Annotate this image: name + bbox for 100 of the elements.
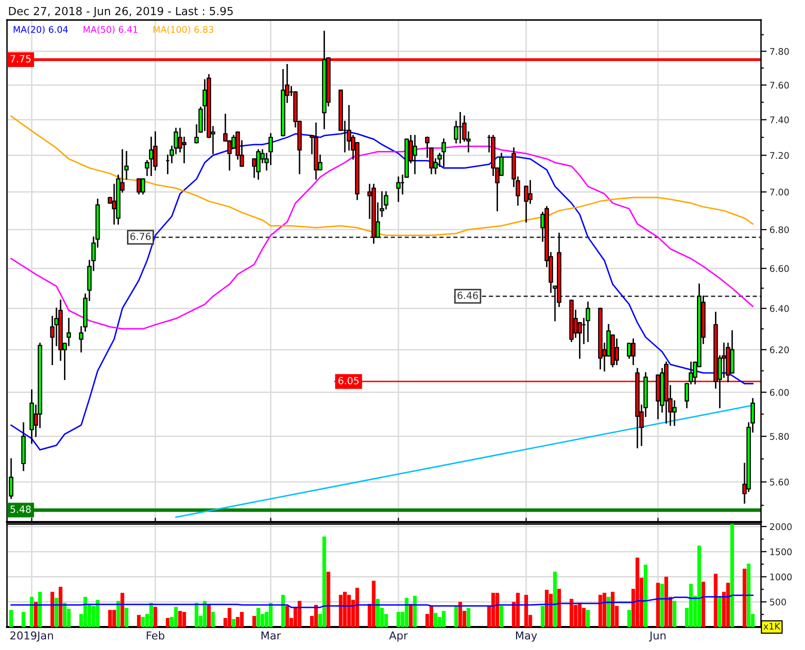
x-tick-label: Feb: [146, 631, 164, 640]
y-axis-title: x1K: [764, 622, 780, 630]
ref-line-label: 6.76: [130, 232, 151, 240]
bar: [54, 598, 58, 627]
bar: [442, 610, 446, 627]
x-tick-label: Apr: [389, 632, 408, 642]
candlestick: [268, 133, 273, 166]
bar: [586, 610, 590, 627]
chart-title: Dec 27, 2018 - Jun 26, 2019 - Last : 5.95: [9, 6, 233, 18]
bar: [228, 608, 232, 627]
bar: [544, 590, 549, 627]
bar: [347, 594, 351, 627]
bar: [22, 612, 26, 627]
bar: [664, 576, 668, 627]
bar: [338, 594, 343, 627]
y-tick-label: 1000: [770, 573, 792, 580]
candlestick: [672, 400, 677, 426]
bar: [120, 592, 124, 627]
bar: [372, 580, 376, 627]
y-tick-label: 6.60: [770, 265, 789, 272]
bar: [491, 592, 496, 627]
candlestick: [396, 176, 401, 202]
bar: [322, 536, 326, 627]
line-series: [10, 594, 754, 608]
candlestick: [412, 134, 418, 174]
x-tick-label: Jun: [648, 632, 666, 642]
x-tick-label: May: [516, 632, 538, 642]
text: MA(20) 6.04: [14, 26, 68, 34]
bar: [540, 606, 544, 627]
bar: [141, 616, 145, 627]
bar: [285, 606, 290, 627]
y-tick-label: 7.60: [770, 82, 789, 89]
ref-line-label: 6.46: [458, 292, 478, 300]
candlestick: [614, 338, 619, 366]
bar: [454, 606, 458, 627]
bar: [524, 594, 528, 627]
y-tick-label: 500: [770, 598, 786, 606]
y-tick-label: 6.80: [770, 226, 789, 234]
bar: [314, 604, 318, 627]
bar: [207, 604, 211, 627]
bar: [396, 612, 400, 627]
bar: [30, 596, 34, 627]
bar: [644, 564, 648, 627]
bar: [252, 616, 256, 627]
bar: [343, 592, 347, 627]
bar: [124, 608, 128, 627]
y-tick-label: 5.80: [770, 433, 789, 440]
bar: [610, 592, 615, 627]
candlestick: [182, 136, 186, 164]
bar: [672, 600, 676, 627]
bar: [240, 612, 244, 627]
candlestick: [586, 302, 590, 342]
y-tick-label: 7.40: [770, 116, 789, 124]
bar: [602, 592, 606, 627]
bar: [326, 572, 330, 627]
bar: [9, 610, 13, 627]
text: MA(100) 6.83: [154, 26, 214, 34]
bar: [495, 592, 500, 627]
line-series: [10, 131, 754, 451]
y-tick-label: 2000: [770, 523, 792, 530]
candlestick: [256, 149, 261, 180]
bar: [742, 568, 746, 627]
y-tick-label: 6.00: [770, 388, 789, 396]
y-tick-label: 5.60: [770, 478, 789, 486]
bar: [746, 564, 750, 627]
bar: [606, 596, 610, 627]
bar: [627, 610, 632, 627]
bar: [268, 602, 273, 627]
bar: [557, 588, 561, 627]
bar: [194, 602, 198, 627]
y-tick-label: 6.40: [770, 305, 789, 312]
bar: [636, 558, 640, 627]
bar: [38, 592, 42, 627]
bar: [178, 610, 182, 627]
bar: [58, 586, 62, 627]
bar: [153, 606, 158, 627]
y-tick-label: 7.80: [770, 48, 789, 55]
bar: [211, 612, 215, 627]
y-tick-label: 7.00: [770, 188, 789, 196]
bar: [500, 606, 504, 627]
ref-line-label: 5.48: [10, 506, 31, 513]
bar: [83, 596, 88, 627]
bar: [549, 594, 553, 627]
candlestick: [626, 342, 632, 359]
x-tick-label: 2019Jan: [10, 631, 53, 642]
candlestick: [730, 330, 734, 374]
y-tick-label: 6.20: [770, 346, 789, 354]
bar: [598, 594, 602, 627]
candlestick: [578, 322, 582, 359]
bar: [553, 572, 557, 627]
bar: [726, 582, 730, 627]
bar: [256, 608, 260, 627]
candlestick: [136, 178, 142, 194]
bar: [516, 592, 520, 627]
candlestick: [528, 180, 532, 204]
bar: [656, 582, 660, 627]
ref-line-label: 7.75: [10, 55, 31, 62]
bar: [108, 610, 112, 627]
candlestick: [140, 178, 146, 194]
candlestick: [149, 136, 154, 176]
